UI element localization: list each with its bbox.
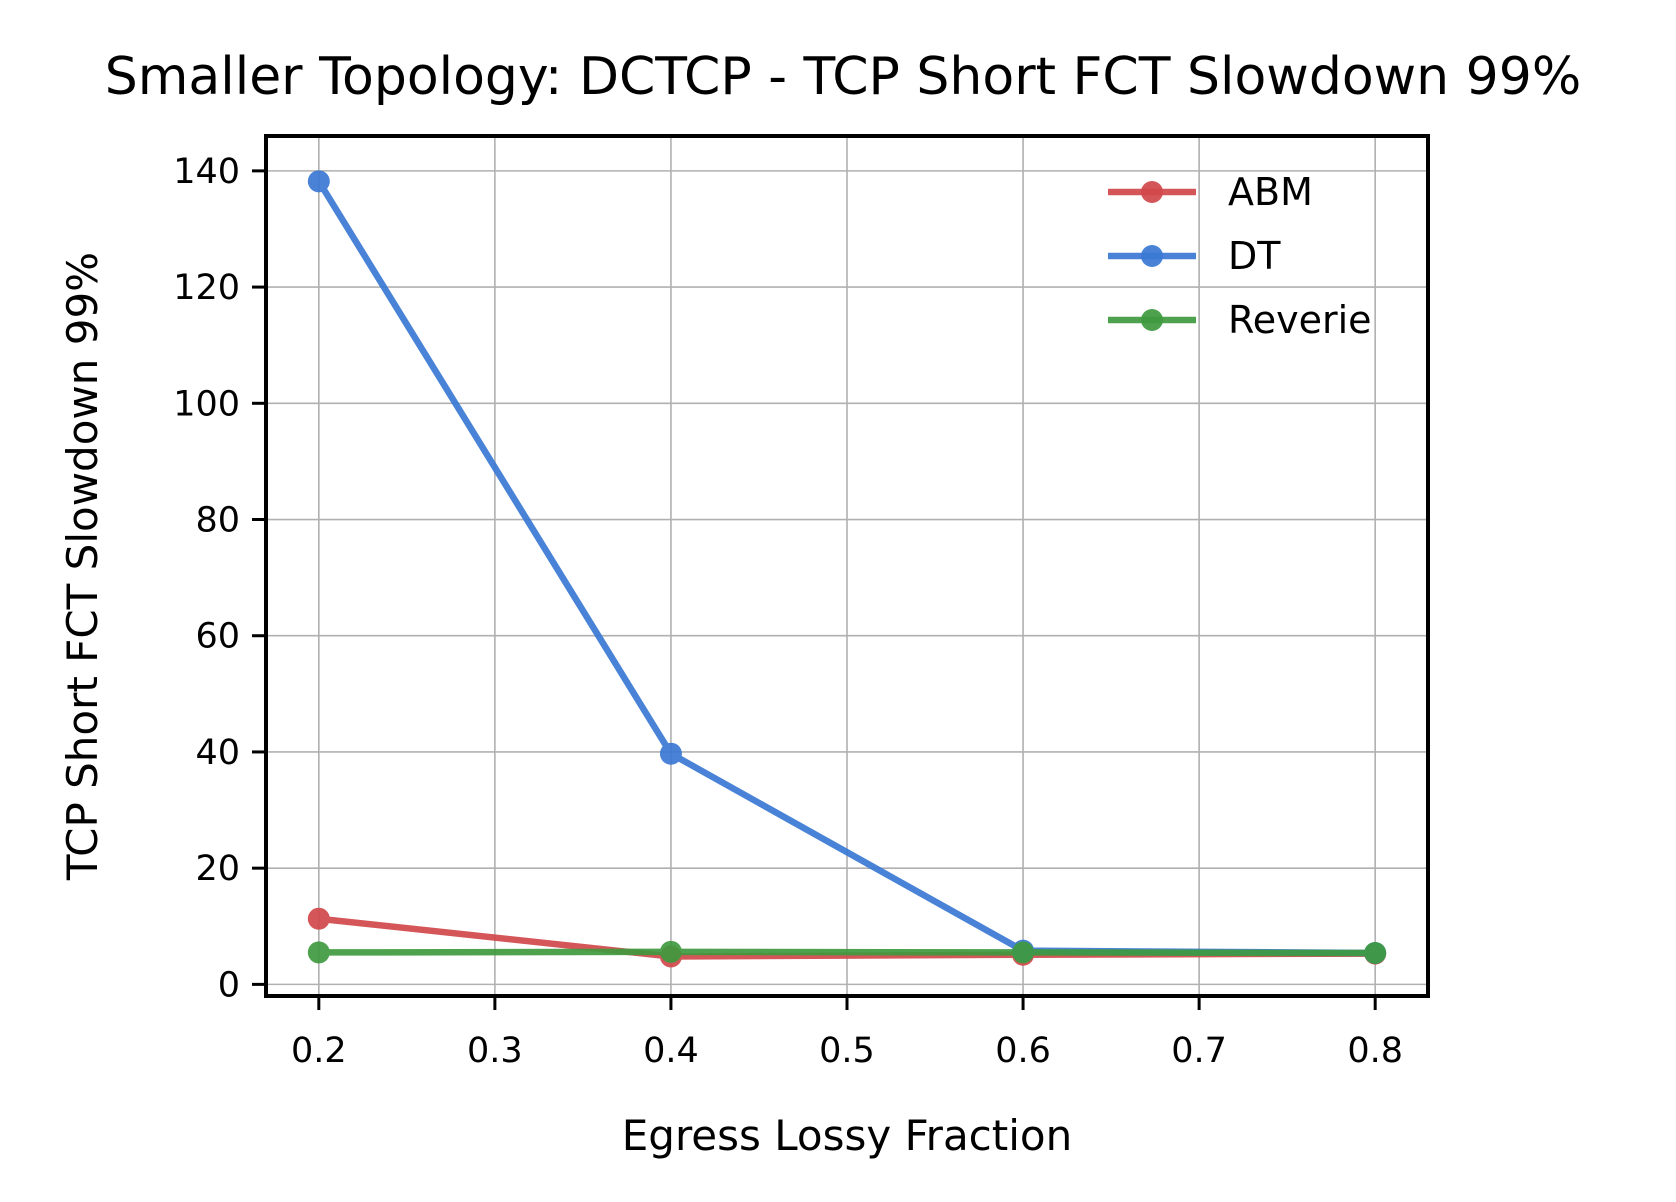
data-point — [659, 940, 682, 963]
y-tick-label: 120 — [173, 268, 240, 308]
data-point — [307, 907, 330, 930]
data-point — [307, 170, 330, 193]
x-tick-label: 0.7 — [1171, 1031, 1227, 1071]
y-axis-label: TCP Short FCT Slowdown 99% — [58, 252, 107, 881]
legend-item: DT — [1108, 234, 1281, 278]
legend-item: ABM — [1108, 170, 1313, 214]
x-tick-label: 0.8 — [1347, 1031, 1403, 1071]
legend-item: Reverie — [1108, 298, 1372, 342]
legend: ABM DT Reverie — [1108, 170, 1372, 342]
grid — [266, 136, 1428, 996]
x-tick-label: 0.5 — [819, 1031, 875, 1071]
x-tick-label: 0.2 — [291, 1031, 347, 1071]
series-line — [318, 948, 1376, 957]
legend-marker — [1141, 181, 1163, 203]
data-point — [659, 742, 682, 765]
legend-marker — [1141, 309, 1163, 331]
chart-title: Smaller Topology: DCTCP - TCP Short FCT … — [105, 47, 1581, 107]
ticks: 0.2 0.3 0.4 0.5 0.6 0.7 0.8 0 20 40 60 80 100 120 140 — [173, 152, 1403, 1071]
legend-label: Reverie — [1228, 298, 1372, 342]
y-tick-label: 80 — [195, 501, 240, 541]
x-tick-label: 0.4 — [643, 1031, 699, 1071]
x-tick-label: 0.6 — [995, 1031, 1051, 1071]
x-axis-label: Egress Lossy Fraction — [622, 1111, 1072, 1160]
x-tick-label: 0.3 — [467, 1031, 523, 1071]
y-tick-label: 0 — [218, 965, 240, 1005]
y-tick-label: 140 — [173, 152, 240, 192]
legend-marker — [1141, 245, 1163, 267]
y-tick-label: 20 — [195, 849, 240, 889]
data-point — [1012, 941, 1035, 964]
data-point — [1364, 942, 1387, 964]
series-reverie — [307, 940, 1387, 964]
y-tick-label: 40 — [195, 733, 240, 773]
y-tick-label: 60 — [195, 617, 240, 657]
y-tick-label: 100 — [173, 384, 240, 424]
series-layer — [307, 170, 1387, 968]
legend-label: ABM — [1228, 170, 1313, 214]
data-point — [307, 941, 330, 964]
legend-label: DT — [1228, 234, 1281, 278]
